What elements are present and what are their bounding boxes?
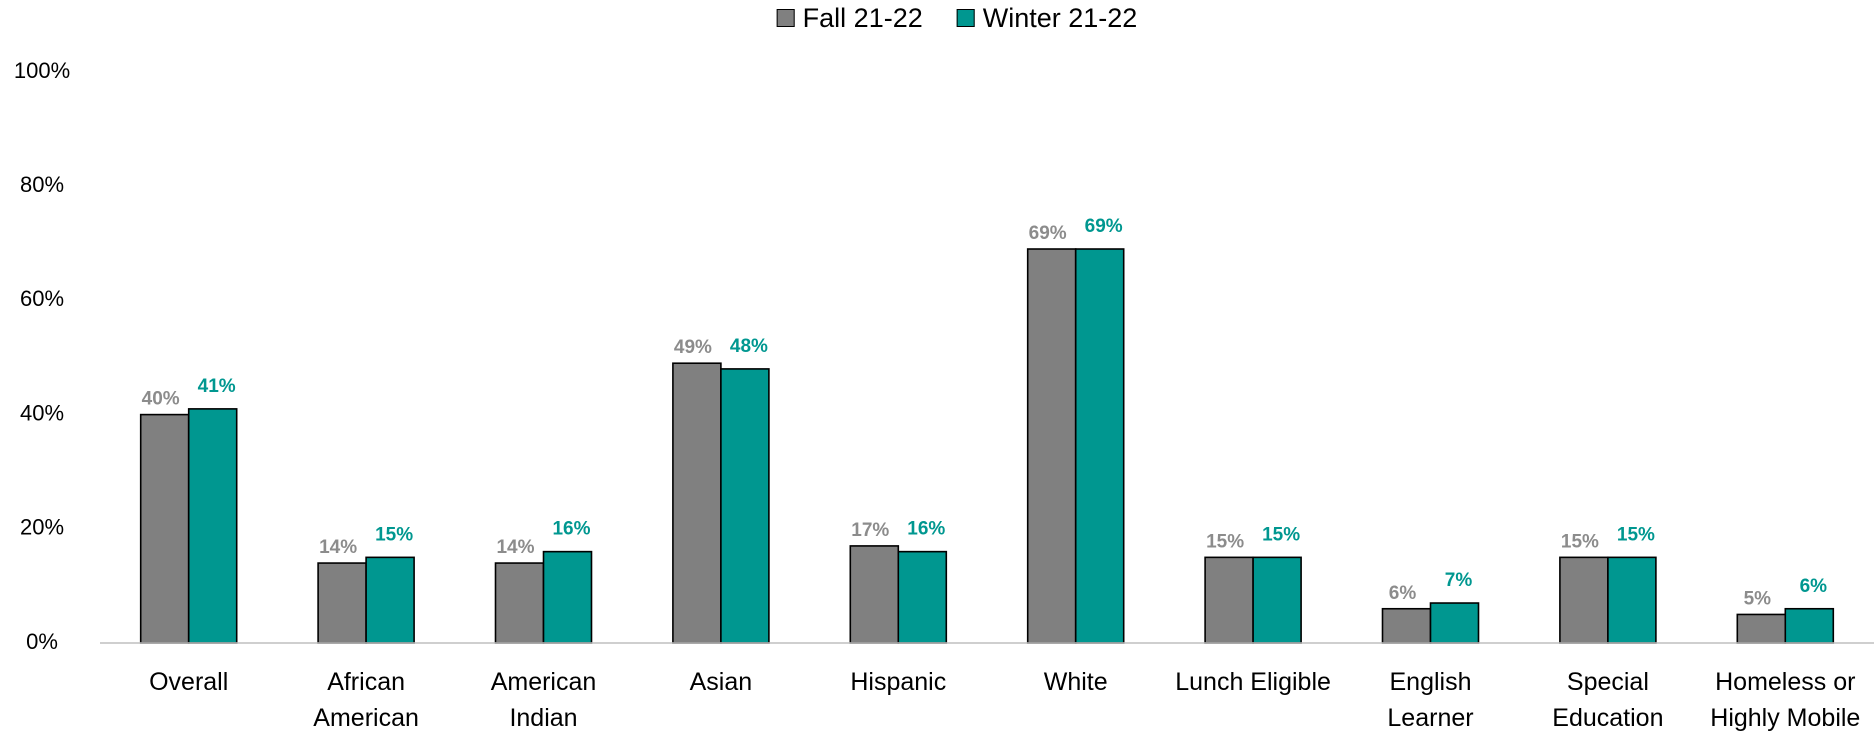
bar [1607,556,1657,644]
legend-item: Winter 21-22 [956,2,1138,34]
bar [720,368,770,644]
data-label: 69% [1029,223,1067,244]
data-label: 6% [1389,583,1417,604]
data-label: 15% [375,524,413,545]
legend: Fall 21-22 Winter 21-22 [776,0,1138,36]
x-tick-label: African American [313,668,419,732]
data-label: 17% [851,520,889,541]
legend-label: Winter 21-22 [982,2,1138,33]
data-label: 16% [552,519,590,540]
bar [494,562,545,644]
y-tick-label: 20% [20,515,64,540]
x-tick-label: English Learner [1387,668,1474,732]
bar [1026,248,1077,644]
data-label: 6% [1800,576,1828,597]
bar [1204,556,1254,644]
data-label: 40% [142,389,180,410]
data-label: 15% [1206,531,1244,552]
y-tick-label: 60% [20,286,64,311]
data-label: 5% [1744,588,1772,609]
bar [365,556,415,644]
x-tick-label: Hispanic [850,668,947,696]
data-label: 16% [907,519,945,540]
x-tick-label: Homeless or Highly Mobile [1710,668,1861,732]
bar [187,408,238,644]
legend-swatch [956,9,975,27]
bar [1074,248,1125,644]
data-label: 15% [1561,531,1599,552]
data-label: 48% [730,336,768,357]
x-tick-label: Asian [689,668,753,696]
legend-item: Fall 21-22 [776,2,923,34]
bar [672,362,722,644]
x-tick-label: White [1043,668,1108,696]
bar [1429,602,1480,644]
y-tick-label: 40% [20,400,64,425]
x-tick-label: Overall [149,668,229,696]
bar [317,562,367,644]
bar [1736,613,1787,644]
bar [849,545,900,644]
data-label: 7% [1445,570,1473,591]
x-tick-label: American Indian [490,668,597,732]
data-label: 15% [1617,524,1655,545]
bar [1784,607,1835,644]
bar [1381,607,1432,644]
data-label: 41% [198,376,236,397]
data-label: 15% [1262,524,1300,545]
bar [1252,556,1302,644]
x-tick-label: Special Education [1552,668,1664,732]
bar [139,413,190,644]
bar [1559,556,1609,644]
bar [542,550,593,644]
data-label: 49% [674,337,712,358]
y-tick-label: 80% [20,172,64,197]
data-label: 14% [319,537,357,558]
data-label: 14% [496,537,534,558]
x-tick-label: Lunch Eligible [1175,668,1331,696]
legend-swatch [776,9,795,27]
legend-label: Fall 21-22 [802,2,923,33]
bar [897,550,948,644]
y-tick-label: 100% [14,58,70,83]
data-label: 69% [1085,216,1123,237]
y-tick-label: 0% [26,629,58,654]
